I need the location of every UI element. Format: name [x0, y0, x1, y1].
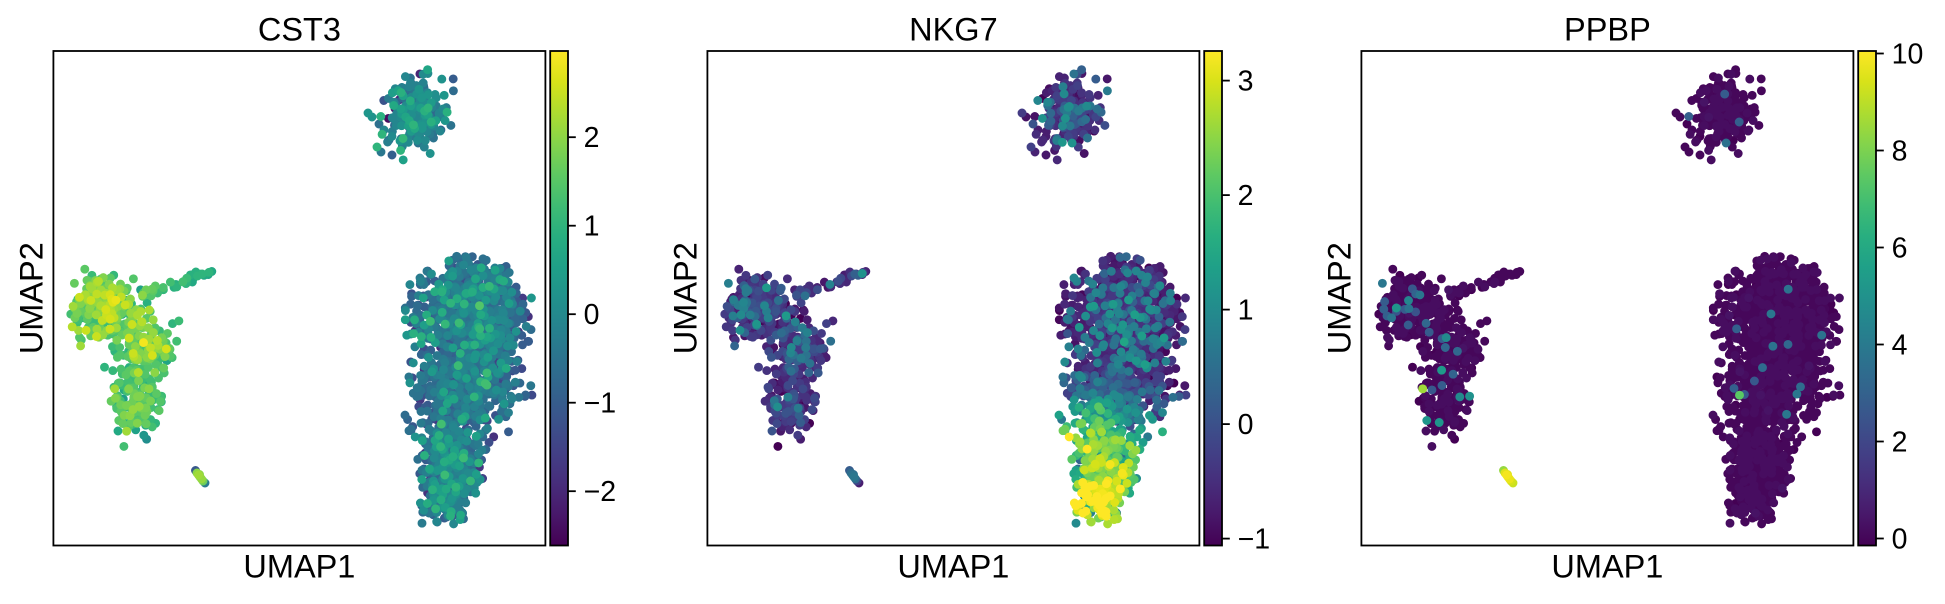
svg-text:1: 1 — [1238, 295, 1254, 327]
svg-text:UMAP1: UMAP1 — [243, 549, 355, 585]
svg-text:2: 2 — [1238, 180, 1254, 212]
svg-text:1: 1 — [584, 211, 600, 243]
svg-text:UMAP2: UMAP2 — [14, 242, 50, 354]
svg-text:4: 4 — [1892, 330, 1908, 362]
svg-text:0: 0 — [1238, 409, 1254, 441]
svg-text:−1: −1 — [1238, 524, 1271, 556]
svg-text:PPBP: PPBP — [1564, 12, 1651, 48]
svg-text:UMAP2: UMAP2 — [668, 242, 704, 354]
svg-text:UMAP1: UMAP1 — [897, 549, 1009, 585]
svg-text:3: 3 — [1238, 66, 1254, 98]
svg-text:0: 0 — [584, 299, 600, 331]
svg-text:6: 6 — [1892, 233, 1908, 265]
svg-text:NKG7: NKG7 — [909, 12, 998, 48]
svg-text:UMAP2: UMAP2 — [1322, 242, 1358, 354]
svg-text:UMAP1: UMAP1 — [1551, 549, 1663, 585]
svg-text:−2: −2 — [584, 476, 617, 508]
svg-text:10: 10 — [1892, 39, 1924, 71]
svg-text:0: 0 — [1892, 524, 1908, 556]
svg-text:CST3: CST3 — [258, 12, 341, 48]
svg-text:8: 8 — [1892, 136, 1908, 168]
svg-text:2: 2 — [1892, 427, 1908, 459]
svg-text:−1: −1 — [584, 388, 617, 420]
svg-text:2: 2 — [584, 122, 600, 154]
